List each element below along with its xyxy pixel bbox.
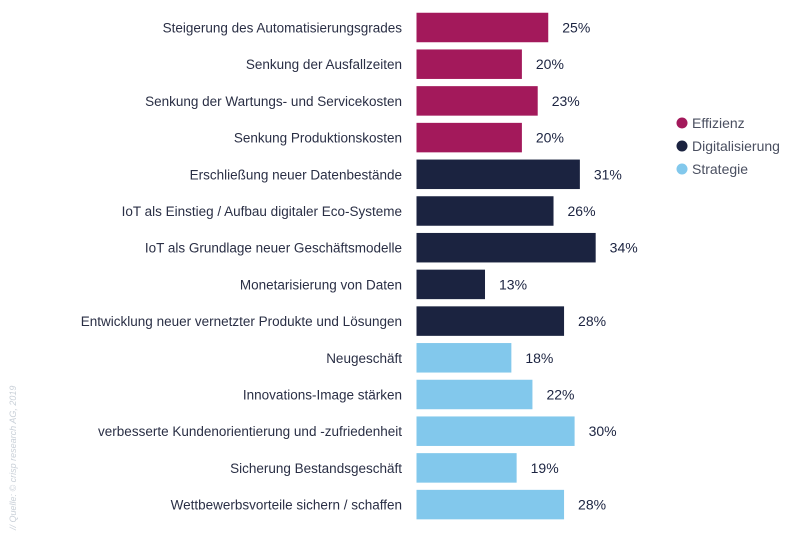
bar [416,489,565,520]
value-label: 22% [546,387,574,403]
source-note: // Quelle: © crisp research AG, 2019 [8,385,18,530]
category-label: Innovations-Image stärken [243,388,402,403]
category-label: Wettbewerbsvorteile sichern / schaffen [171,498,402,513]
category-label: Entwicklung neuer vernetzter Produkte un… [81,314,402,329]
legend-label: Effizienz [692,115,745,131]
bar [416,159,580,190]
bar [416,49,522,79]
bar [416,379,533,410]
bar [416,416,575,446]
category-label: Monetarisierung von Daten [240,277,402,292]
category-label: Neugeschäft [326,351,402,366]
value-label: 26% [568,203,596,219]
value-label: 19% [531,460,559,476]
category-label: Senkung der Wartungs- und Servicekosten [145,94,402,109]
value-label: 28% [578,497,606,513]
bar [416,12,549,43]
category-label: IoT als Einstieg / Aufbau digitaler Eco-… [122,204,402,219]
category-label: Senkung der Ausfallzeiten [246,57,402,72]
value-label: 30% [589,423,617,439]
bar [416,343,512,373]
bar [416,122,522,153]
category-label: verbesserte Kundenorientierung und -zufr… [98,424,402,439]
legend-marker [676,140,688,152]
legend-label: Digitalisierung [692,138,780,154]
value-label: 20% [536,56,564,72]
value-label: 28% [578,313,606,329]
category-label: Steigerung des Automatisierungsgrades [163,21,403,36]
value-label: 23% [552,93,580,109]
bar [416,232,596,263]
value-label: 18% [525,350,553,366]
legend-marker [676,117,688,129]
category-label: Sicherung Bestandsgeschäft [230,461,402,476]
value-label: 13% [499,276,527,292]
value-label: 34% [610,240,638,256]
bar [416,86,538,116]
legend-marker [676,163,688,175]
category-label: Erschließung neuer Datenbestände [190,167,402,182]
bar [416,196,554,226]
bar [416,269,486,300]
value-label: 20% [536,130,564,146]
value-label: 25% [562,20,590,36]
bar [416,453,517,483]
bar [416,306,565,336]
legend-label: Strategie [692,161,748,177]
category-label: IoT als Grundlage neuer Geschäftsmodelle [145,241,402,256]
value-label: 31% [594,166,622,182]
category-label: Senkung Produktionskosten [234,131,402,146]
